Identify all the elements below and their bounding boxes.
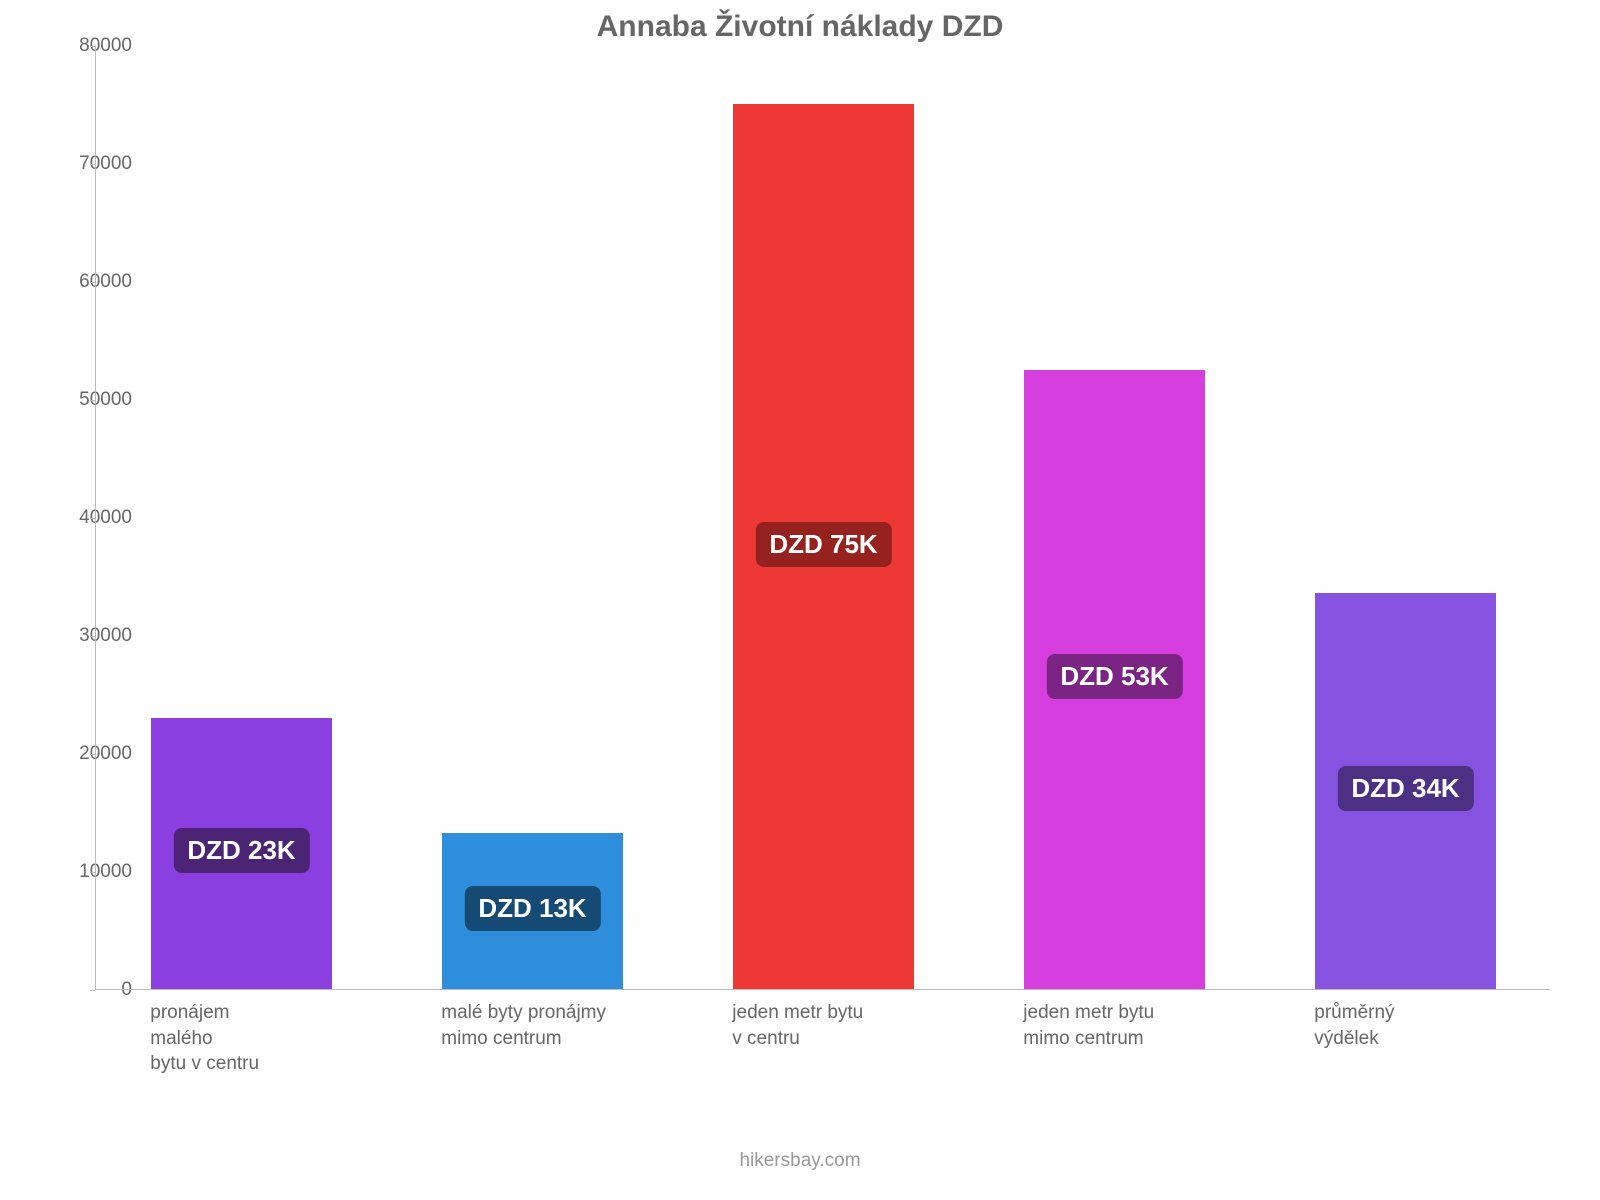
- bar-value-label: DZD 75K: [755, 522, 891, 567]
- y-axis-tick-mark: [90, 990, 95, 991]
- bar-value-label: DZD 34K: [1337, 766, 1473, 811]
- chart-source: hikersbay.com: [0, 1150, 1600, 1172]
- bar-value-label: DZD 53K: [1046, 654, 1182, 699]
- x-axis-category-label: jeden metr bytu v centru: [732, 1000, 863, 1051]
- bar-value-label: DZD 13K: [464, 886, 600, 931]
- x-axis-category-label: pronájem malého bytu v centru: [150, 1000, 259, 1077]
- x-axis-category-label: jeden metr bytu mimo centrum: [1023, 1000, 1154, 1051]
- x-axis-category-label: průměrný výdělek: [1314, 1000, 1394, 1051]
- bar-value-label: DZD 23K: [173, 828, 309, 873]
- x-axis-category-label: malé byty pronájmy mimo centrum: [441, 1000, 606, 1051]
- chart-title: Annaba Životní náklady DZD: [0, 10, 1600, 44]
- plot-area: DZD 23K DZD 13K DZD 75K DZD 53K DZD 34K: [95, 46, 1550, 990]
